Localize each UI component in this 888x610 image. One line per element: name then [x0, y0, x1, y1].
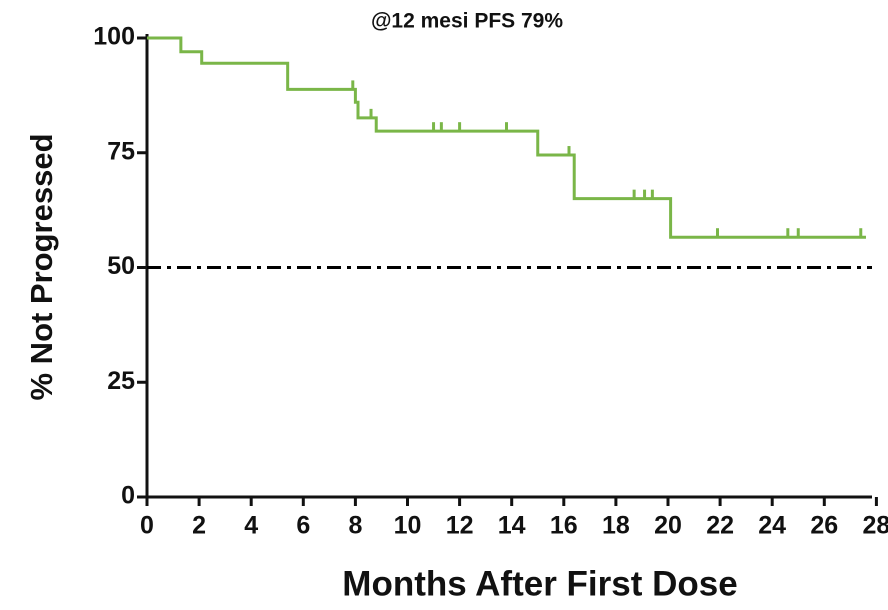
y-tick-label: 0 [121, 482, 135, 510]
y-tick-label: 50 [107, 252, 135, 280]
x-tick-label: 4 [244, 512, 258, 540]
x-tick-label: 8 [348, 512, 362, 540]
y-tick-label: 25 [107, 367, 135, 395]
y-tick-label: 100 [93, 23, 135, 51]
x-tick-label: 10 [394, 512, 422, 540]
x-tick-label: 18 [602, 512, 630, 540]
x-tick-label: 6 [296, 512, 310, 540]
y-tick-label: 75 [107, 137, 135, 165]
y-axis-label: % Not Progressed [24, 133, 59, 400]
x-tick-label: 12 [446, 512, 474, 540]
x-tick-label: 20 [654, 512, 682, 540]
x-axis-label: Months After First Dose [342, 564, 737, 603]
x-tick-label: 26 [810, 512, 838, 540]
survival-curve [147, 36, 866, 239]
x-tick-label: 22 [706, 512, 734, 540]
x-tick-label: 16 [550, 512, 578, 540]
x-tick-label: 2 [192, 512, 206, 540]
x-tick-label: 24 [758, 512, 786, 540]
x-tick-label: 28 [862, 512, 888, 540]
x-tick-label: 0 [140, 512, 154, 540]
chart-title: @12 mesi PFS 79% [371, 10, 563, 33]
x-tick-label: 14 [498, 512, 526, 540]
